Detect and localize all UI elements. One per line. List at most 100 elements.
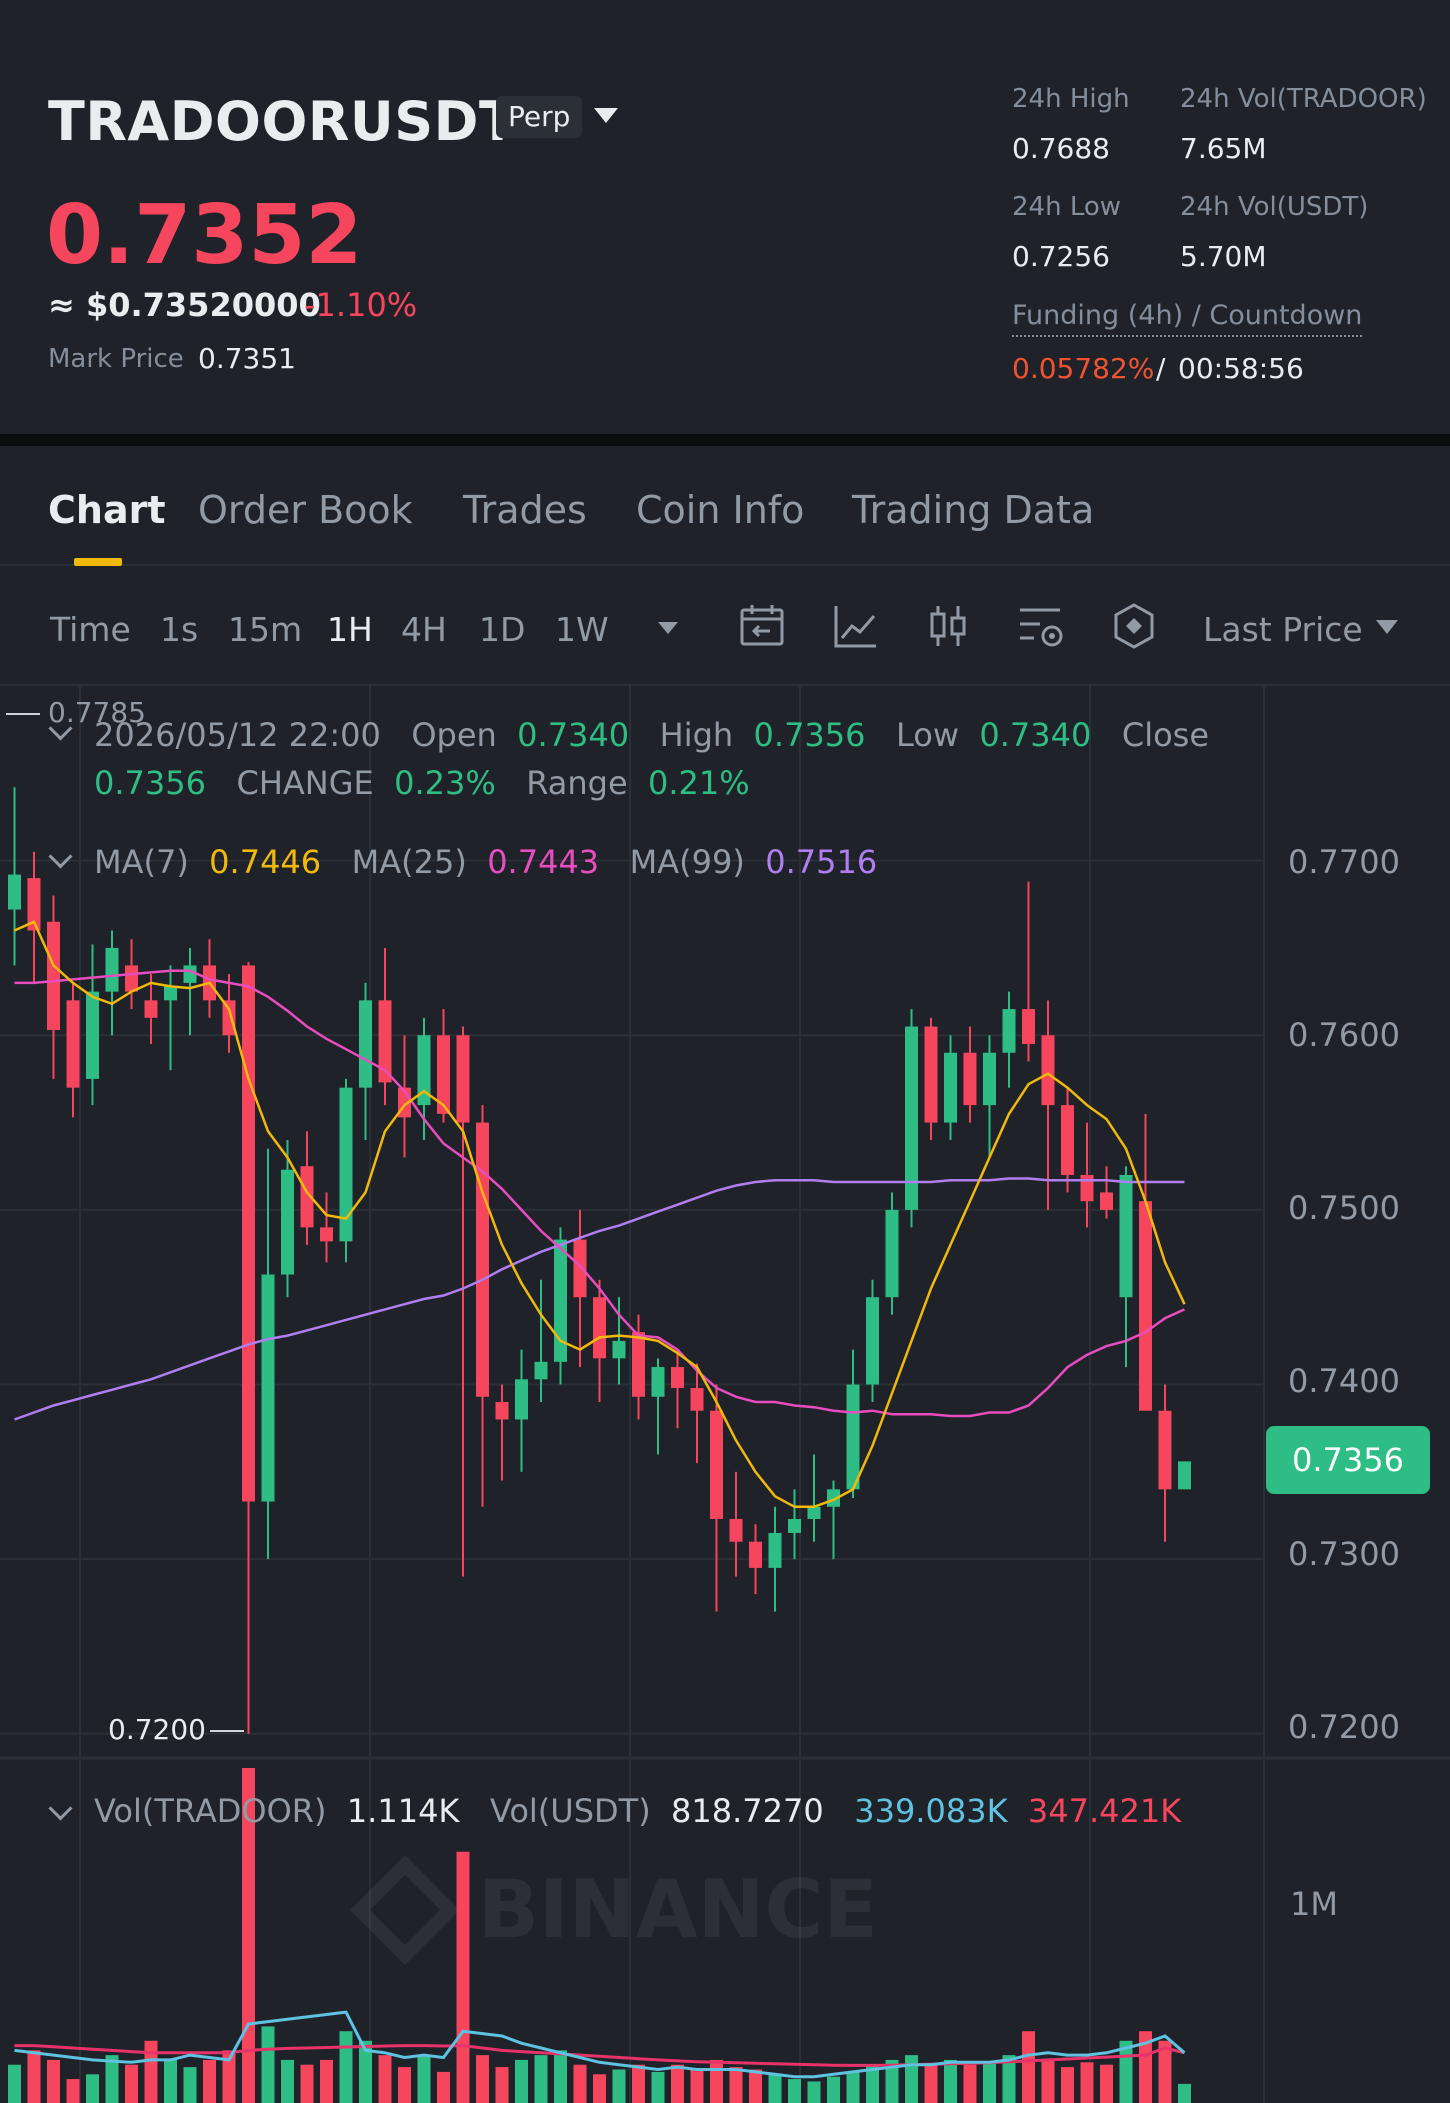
candle bbox=[8, 787, 21, 966]
tab-order-book[interactable]: Order Book bbox=[198, 488, 413, 532]
change-label: CHANGE bbox=[236, 764, 374, 802]
vol-base-value: 7.65M bbox=[1180, 132, 1267, 165]
candle-body bbox=[105, 947, 119, 992]
interval-1h[interactable]: 1H bbox=[327, 610, 373, 649]
candle-body bbox=[1061, 1105, 1074, 1175]
candle-body bbox=[456, 1035, 470, 1123]
volume-bar bbox=[125, 2064, 138, 2103]
symbol-dropdown-caret-icon[interactable] bbox=[594, 108, 618, 123]
more-intervals-caret-icon[interactable] bbox=[658, 622, 678, 634]
candle bbox=[710, 1384, 723, 1612]
candle bbox=[417, 1017, 431, 1141]
volume-bar bbox=[8, 2064, 21, 2103]
candle bbox=[339, 1078, 353, 1263]
price-axis-label: 0.7500 bbox=[1288, 1189, 1400, 1227]
funding-countdown-label[interactable]: Funding (4h) / Countdown bbox=[1012, 300, 1363, 337]
open-value: 0.7340 bbox=[517, 716, 630, 754]
price-type-selector[interactable]: Last Price bbox=[1203, 610, 1363, 649]
candle-body bbox=[729, 1519, 743, 1542]
candle bbox=[261, 1148, 275, 1560]
vol-base-value: 1.114K bbox=[346, 1792, 460, 1830]
candle-body bbox=[612, 1340, 626, 1359]
candle bbox=[86, 944, 99, 1106]
close-label: Close bbox=[1121, 716, 1210, 754]
candle-body bbox=[1002, 1009, 1016, 1053]
volume-bar bbox=[183, 2067, 197, 2103]
ma7-value: 0.7446 bbox=[209, 843, 322, 881]
candle bbox=[66, 982, 80, 1118]
candle-body bbox=[164, 986, 177, 1001]
candle-style-icon[interactable] bbox=[924, 602, 972, 650]
tab-coin-info[interactable]: Coin Info bbox=[636, 488, 805, 532]
symbol-title[interactable]: TRADOORUSDT bbox=[48, 90, 517, 153]
volume-bar bbox=[1158, 2040, 1172, 2103]
candle bbox=[1061, 1087, 1074, 1193]
funding-separator: / bbox=[1156, 352, 1166, 385]
interval-15m[interactable]: 15m bbox=[228, 610, 303, 649]
tab-trades[interactable]: Trades bbox=[463, 488, 587, 532]
interval-time[interactable]: Time bbox=[50, 610, 131, 649]
price-axis-label: 0.7600 bbox=[1288, 1016, 1400, 1054]
candle-body bbox=[476, 1122, 489, 1397]
candle bbox=[27, 851, 41, 983]
candle bbox=[1002, 991, 1016, 1088]
volume-bar bbox=[1061, 2067, 1074, 2103]
volume-bar bbox=[398, 2067, 411, 2103]
change-value: 0.23% bbox=[394, 764, 496, 802]
volume-ma-lines bbox=[14, 2010, 1186, 2079]
tab-chart[interactable]: Chart bbox=[48, 488, 166, 532]
indicator-icon[interactable] bbox=[832, 602, 880, 650]
interval-4h[interactable]: 4H bbox=[401, 610, 447, 649]
high-marker-line bbox=[6, 713, 40, 715]
candle bbox=[690, 1363, 704, 1464]
mark-price-label: Mark Price bbox=[48, 344, 184, 374]
contract-type-badge[interactable]: Perp bbox=[496, 96, 583, 138]
volume-bar bbox=[846, 2071, 860, 2103]
candle bbox=[1022, 881, 1035, 1062]
ma99-label: MA(99) bbox=[629, 843, 745, 881]
depth-icon[interactable] bbox=[1110, 602, 1158, 650]
vol-ma-long-value: 347.421K bbox=[1027, 1792, 1182, 1830]
candle-body bbox=[47, 921, 60, 1031]
current-price-tag: 0.7356 bbox=[1266, 1426, 1430, 1494]
range-label: Range bbox=[526, 764, 628, 802]
ohlc-legend-line2: 0.7356 CHANGE 0.23% Range 0.21% bbox=[94, 764, 750, 802]
volume-bar bbox=[807, 2081, 821, 2103]
candle bbox=[164, 965, 177, 1071]
candle bbox=[105, 930, 119, 1036]
low-marker-line bbox=[210, 1730, 244, 1732]
toolbar-divider bbox=[0, 684, 1450, 686]
volume-bar bbox=[261, 2026, 275, 2103]
candle-body bbox=[573, 1239, 587, 1298]
chart-settings-icon[interactable] bbox=[1016, 602, 1066, 650]
candle bbox=[729, 1471, 743, 1577]
calendar-icon[interactable] bbox=[738, 602, 786, 650]
candle-body bbox=[66, 1000, 80, 1088]
ma25-value: 0.7443 bbox=[487, 843, 600, 881]
vol-quote-label: 24h Vol(USDT) bbox=[1180, 192, 1369, 222]
binance-watermark: BINANCE bbox=[350, 1855, 878, 1965]
volume-bar bbox=[651, 2071, 665, 2103]
interval-1d[interactable]: 1D bbox=[479, 610, 526, 649]
candle bbox=[554, 1227, 567, 1385]
candle bbox=[827, 1480, 840, 1560]
ma99-value: 0.7516 bbox=[765, 843, 878, 881]
high-marker-value: 0.7785 bbox=[48, 696, 146, 729]
candle bbox=[456, 1026, 470, 1577]
volume-bar bbox=[456, 1851, 470, 2103]
ticker-header: TRADOORUSDT Perp 0.7352 ≈ $0.73520000 -1… bbox=[0, 0, 1450, 434]
last-price: 0.7352 bbox=[46, 188, 363, 283]
tab-trading-data[interactable]: Trading Data bbox=[852, 488, 1095, 532]
ohlc-datetime: 2026/05/12 22:00 bbox=[94, 716, 381, 754]
candlestick-chart[interactable]: BINANCE bbox=[0, 686, 1450, 2103]
candle bbox=[515, 1349, 528, 1472]
interval-1w[interactable]: 1W bbox=[555, 610, 609, 649]
interval-1s[interactable]: 1s bbox=[160, 610, 199, 649]
candle-body bbox=[242, 965, 255, 1502]
candle-body bbox=[885, 1209, 899, 1298]
volume-bar bbox=[203, 2059, 216, 2103]
price-type-caret-icon[interactable] bbox=[1376, 620, 1398, 634]
candle-body bbox=[983, 1052, 996, 1106]
volume-bar bbox=[27, 2050, 41, 2103]
volume-bar bbox=[905, 2055, 918, 2103]
